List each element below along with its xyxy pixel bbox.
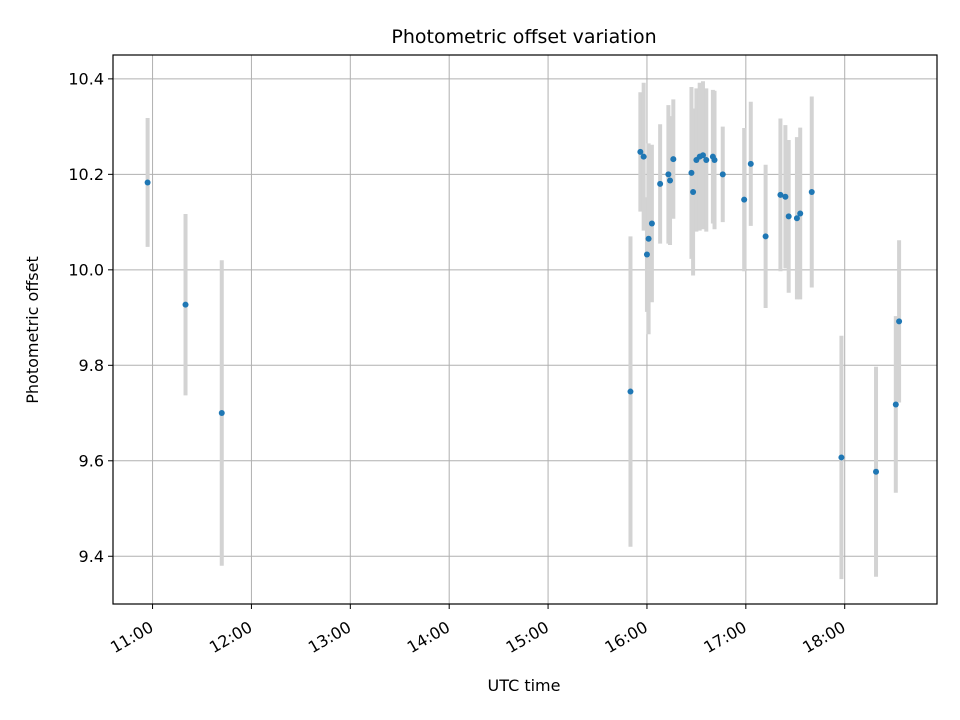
y-tick-label: 9.6 (79, 451, 104, 470)
data-point (667, 177, 674, 184)
data-point (785, 213, 792, 220)
y-tick-label: 9.4 (79, 547, 104, 566)
data-point (643, 251, 650, 258)
data-point (657, 180, 664, 187)
data-point (711, 157, 718, 164)
data-point (699, 152, 706, 159)
data-point (688, 169, 695, 176)
data-point (218, 410, 225, 417)
data-point (873, 468, 880, 475)
data-point (645, 235, 652, 242)
data-point (640, 153, 647, 160)
data-point (747, 160, 754, 167)
y-tick-label: 9.8 (79, 356, 104, 375)
data-point (793, 215, 800, 222)
chart-title: Photometric offset variation (391, 26, 656, 48)
data-point (627, 388, 634, 395)
plot-frame (112, 54, 938, 605)
y-axis: 9.4 9.6 9.8 10.0 10.2 10.4 (68, 69, 113, 566)
y-tick-label: 10.0 (68, 260, 104, 279)
data-point (741, 196, 748, 203)
data-point (777, 191, 784, 198)
data-point (182, 301, 189, 308)
data-point (703, 157, 710, 164)
data-point (838, 454, 845, 461)
y-axis-label: Photometric offset (23, 256, 42, 404)
x-axis-label: UTC time (488, 676, 561, 695)
data-point (144, 179, 151, 186)
y-tick-label: 10.4 (68, 69, 104, 88)
data-point (690, 189, 697, 196)
data-point (670, 156, 677, 163)
data-point (782, 193, 789, 200)
data-point (762, 233, 769, 240)
data-point (797, 210, 804, 217)
data-point (808, 189, 815, 196)
y-tick-label: 10.2 (68, 165, 104, 184)
data-points (144, 148, 903, 475)
data-point (719, 171, 726, 178)
data-point (637, 148, 644, 155)
data-point (665, 171, 672, 178)
data-point (892, 401, 899, 408)
data-point (648, 220, 655, 227)
data-point (896, 318, 903, 325)
